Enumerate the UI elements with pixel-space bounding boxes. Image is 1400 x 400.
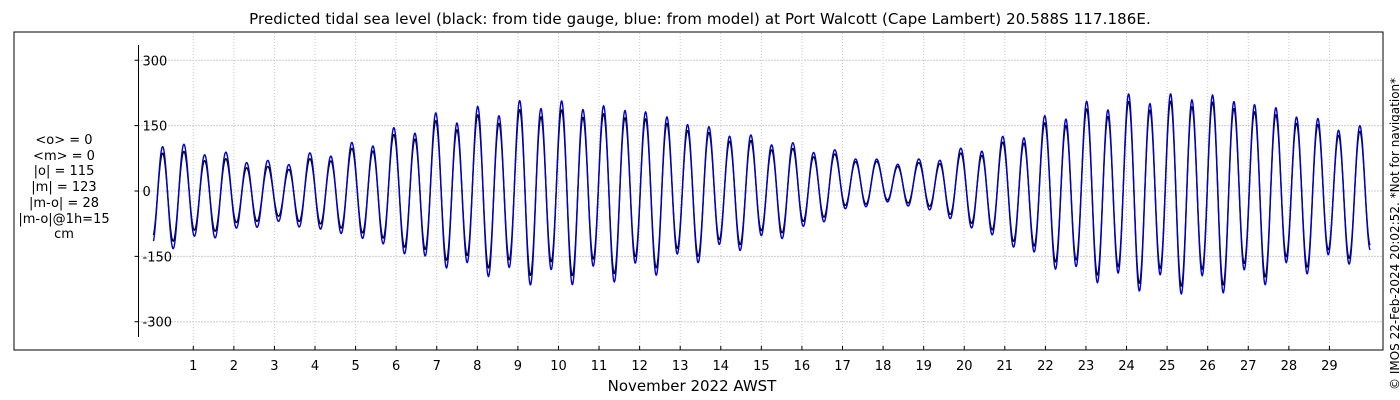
y-tick-label: 300: [143, 54, 168, 69]
x-tick-label: 28: [1281, 359, 1298, 374]
y-tick-label: 0: [143, 185, 151, 200]
x-tick-label: 22: [1037, 359, 1054, 374]
x-tick-label: 3: [270, 359, 278, 374]
stat-abs-model: |m| = 123: [31, 180, 97, 196]
x-tick-label: 19: [915, 359, 932, 374]
x-tick-label: 25: [1159, 359, 1176, 374]
x-tick-label: 9: [514, 359, 522, 374]
series-group: [152, 92, 1371, 295]
grid-lines: [138, 33, 1382, 349]
outer-frame: [13, 31, 1384, 351]
x-tick-label: 15: [753, 359, 770, 374]
y-tick-label: -300: [143, 316, 173, 331]
stat-unit: cm: [54, 227, 74, 243]
x-tick-label: 10: [550, 359, 567, 374]
x-tick-label: 2: [230, 359, 238, 374]
x-tick-label: 11: [591, 359, 608, 374]
stat-mean-observed: <o> = 0: [35, 133, 93, 148]
y-tick-label: -150: [143, 250, 173, 265]
x-axis-label: November 2022 AWST: [608, 377, 778, 395]
statistics-panel: <o> = 0 <m> = 0 |o| = 115 |m| = 123 |m-o…: [14, 133, 114, 243]
y-axis: -300 -150 0 150 300: [134, 54, 173, 331]
x-tick-label: 14: [713, 359, 730, 374]
x-tick-label: 20: [956, 359, 973, 374]
stat-abs-difference: |m-o| = 28: [28, 195, 99, 211]
x-tick-label: 26: [1199, 359, 1216, 374]
x-tick-label: 21: [997, 359, 1014, 374]
x-tick-label: 13: [672, 359, 689, 374]
x-axis: 1 2 3 4 5 6 7 8 9 10 11 12 13 14 15 16 17 18 19 20 21 22 23 24 2…: [189, 346, 1338, 374]
stat-difference-1h: |m-o|@1h=15: [18, 211, 110, 227]
stat-mean-model: <m> = 0: [33, 148, 95, 164]
x-tick-label: 24: [1118, 359, 1135, 374]
x-tick-label: 17: [834, 359, 851, 374]
stat-abs-observed: |o| = 115: [33, 164, 95, 180]
series-line-model: [152, 92, 1371, 295]
x-tick-label: 1: [189, 359, 197, 374]
x-tick-label: 27: [1240, 359, 1257, 374]
chart-title: Predicted tidal sea level (black: from t…: [249, 10, 1151, 28]
x-tick-label: 29: [1321, 359, 1338, 374]
x-tick-label: 23: [1078, 359, 1095, 374]
x-tick-label: 18: [875, 359, 892, 374]
x-tick-label: 5: [351, 359, 359, 374]
x-tick-label: 12: [631, 359, 648, 374]
x-tick-label: 16: [794, 359, 811, 374]
x-tick-label: 4: [311, 359, 319, 374]
x-tick-label: 6: [392, 359, 400, 374]
y-tick-label: 150: [143, 120, 168, 135]
x-tick-label: 7: [433, 359, 441, 374]
x-tick-label: 8: [473, 359, 481, 374]
